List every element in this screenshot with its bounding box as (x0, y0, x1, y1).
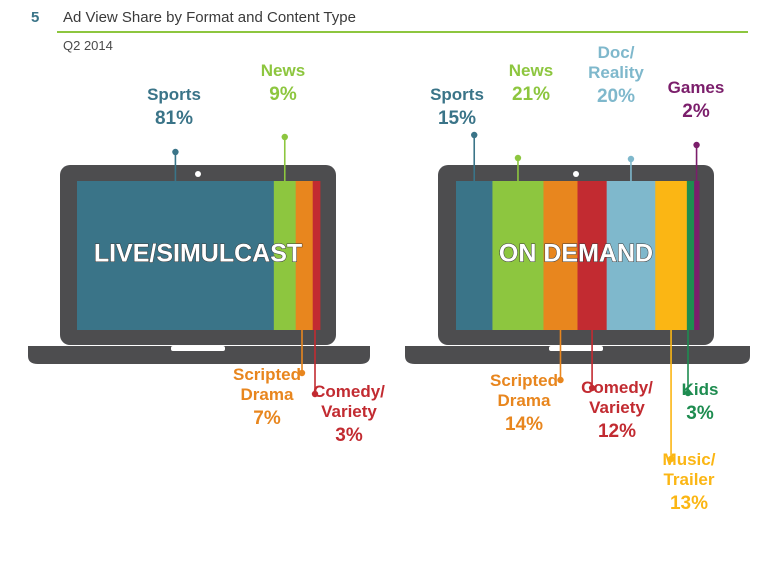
bar-segment-comedy-variety (312, 181, 321, 330)
callout-music-trailer: Music/Trailer 13% (663, 330, 716, 514)
bar-segment-comedy-variety (577, 181, 608, 330)
callout-games: Games 2% (668, 78, 725, 181)
category-label-line: Scripted (490, 371, 558, 390)
callout-scripted-drama: Scripted Drama 7% (233, 330, 306, 429)
category-label-line: Kids (682, 380, 719, 399)
leader-dot (298, 369, 306, 377)
callout-scripted-drama: Scripted Drama 14% (490, 330, 564, 435)
category-label: Scripted Drama (490, 371, 558, 410)
screen-label: ON DEMAND (499, 240, 653, 268)
laptop-base (28, 346, 370, 364)
value-label: 9% (269, 84, 297, 105)
category-label: Comedy/Variety (581, 378, 653, 417)
category-label-line: Doc/ (598, 43, 635, 62)
category-label-line: Comedy/ (581, 378, 653, 397)
callout-comedy-variety: Comedy/Variety 3% (311, 330, 385, 446)
callout-doc-reality: Doc/Reality 20% (588, 43, 644, 181)
laptop-on-demand: ON DEMAND Sports 15% News 21% Scripted Drama 14… (405, 43, 750, 514)
leader-dot (627, 155, 635, 163)
bar-segment-news (492, 181, 544, 330)
chart-subtitle: Q2 2014 (63, 38, 113, 53)
category-label-line: News (261, 61, 305, 80)
leader-dot (684, 389, 692, 397)
leader-dot (471, 131, 478, 139)
category-label-line: Sports (147, 85, 201, 104)
value-label: 15% (438, 108, 476, 129)
camera-dot (195, 171, 201, 177)
value-label: 12% (598, 421, 636, 442)
category-label: Kids (682, 380, 719, 399)
value-label: 21% (512, 84, 550, 105)
bar-segment-sports (77, 181, 275, 330)
value-label: 81% (155, 108, 193, 129)
callout-news: News 9% (261, 61, 305, 181)
leader-dot (667, 455, 675, 463)
callout-news: News 21% (509, 61, 553, 181)
bar-segment-kids (686, 181, 695, 330)
category-label-line: Trailer (663, 470, 714, 489)
laptop-live-simulcast: LIVE/SIMULCAST Sports 81% News 9% Scripted Dra… (28, 61, 385, 446)
callout-kids: Kids 3% (682, 330, 719, 424)
category-label: News (509, 61, 553, 80)
bar-segment-music-trailer (655, 181, 688, 330)
category-label-line: Sports (430, 85, 484, 104)
laptop-notch (549, 346, 603, 351)
category-label: Doc/Reality (588, 43, 644, 82)
category-label: Games (668, 78, 725, 97)
category-label: Scripted Drama (233, 365, 301, 404)
value-label: 3% (686, 403, 714, 424)
leader-dot (557, 376, 564, 384)
bar-segment-doc-reality (606, 181, 656, 330)
value-label: 2% (682, 101, 710, 122)
category-label-line: Comedy/ (313, 382, 385, 401)
category-label-line: Variety (321, 402, 377, 421)
bar-segment-games (694, 181, 700, 330)
bar-segment-news (273, 181, 297, 330)
bar-segment-sports (456, 181, 493, 330)
category-label: Music/Trailer (663, 450, 716, 489)
category-label-line: Music/ (663, 450, 716, 469)
leader-dot (693, 141, 700, 149)
category-label-line: Scripted (233, 365, 301, 384)
leader-dot (588, 384, 596, 392)
category-label-line: Games (668, 78, 725, 97)
category-label: Comedy/Variety (313, 382, 385, 421)
screen-label: LIVE/SIMULCAST (94, 240, 302, 268)
category-label-line: Drama (498, 391, 551, 410)
category-label-line: News (509, 61, 553, 80)
value-label: 3% (335, 425, 363, 446)
category-label-line: Variety (589, 398, 645, 417)
camera-dot (573, 171, 579, 177)
leader-dot (172, 148, 179, 156)
category-label: Sports (147, 85, 201, 104)
category-label-line: Reality (588, 63, 644, 82)
leader-dot (311, 390, 319, 398)
chart-title: Ad View Share by Format and Content Type (63, 9, 356, 26)
bar-segment-scripted-drama (543, 181, 578, 330)
callout-sports: Sports 15% (430, 85, 484, 181)
value-label: 13% (670, 493, 708, 514)
category-label-line: Drama (241, 385, 294, 404)
callout-comedy-variety: Comedy/Variety 12% (581, 330, 653, 442)
bar-segment-scripted-drama (295, 181, 314, 330)
chart-header: 5 Ad View Share by Format and Content Ty… (0, 0, 758, 60)
leader-dot (514, 154, 522, 162)
value-label: 20% (597, 86, 635, 107)
value-label: 14% (505, 414, 543, 435)
leader-dot (281, 133, 288, 141)
title-rule (57, 31, 748, 33)
category-label: Sports (430, 85, 484, 104)
laptop-base (405, 346, 750, 364)
value-label: 7% (253, 408, 281, 429)
category-label: News (261, 61, 305, 80)
figure-number: 5 (31, 9, 40, 26)
laptop-notch (171, 346, 225, 351)
callout-sports: Sports 81% (147, 85, 201, 181)
